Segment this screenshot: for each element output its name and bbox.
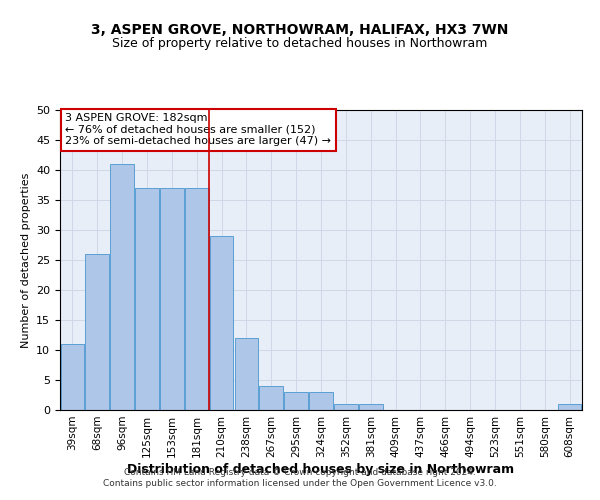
Bar bbox=[61, 344, 84, 410]
Y-axis label: Number of detached properties: Number of detached properties bbox=[20, 172, 31, 348]
Text: 3, ASPEN GROVE, NORTHOWRAM, HALIFAX, HX3 7WN: 3, ASPEN GROVE, NORTHOWRAM, HALIFAX, HX3… bbox=[91, 22, 509, 36]
Bar bbox=[558, 404, 581, 410]
Bar bbox=[135, 188, 159, 410]
Bar bbox=[210, 236, 233, 410]
Bar bbox=[259, 386, 283, 410]
Bar bbox=[334, 404, 358, 410]
Bar bbox=[235, 338, 258, 410]
X-axis label: Distribution of detached houses by size in Northowram: Distribution of detached houses by size … bbox=[127, 462, 515, 475]
Bar bbox=[110, 164, 134, 410]
Bar bbox=[85, 254, 109, 410]
Text: Contains HM Land Registry data © Crown copyright and database right 2024.
Contai: Contains HM Land Registry data © Crown c… bbox=[103, 468, 497, 487]
Bar bbox=[359, 404, 383, 410]
Bar bbox=[284, 392, 308, 410]
Text: Size of property relative to detached houses in Northowram: Size of property relative to detached ho… bbox=[112, 38, 488, 51]
Text: 3 ASPEN GROVE: 182sqm
← 76% of detached houses are smaller (152)
23% of semi-det: 3 ASPEN GROVE: 182sqm ← 76% of detached … bbox=[65, 113, 331, 146]
Bar bbox=[309, 392, 333, 410]
Bar bbox=[185, 188, 209, 410]
Bar bbox=[160, 188, 184, 410]
